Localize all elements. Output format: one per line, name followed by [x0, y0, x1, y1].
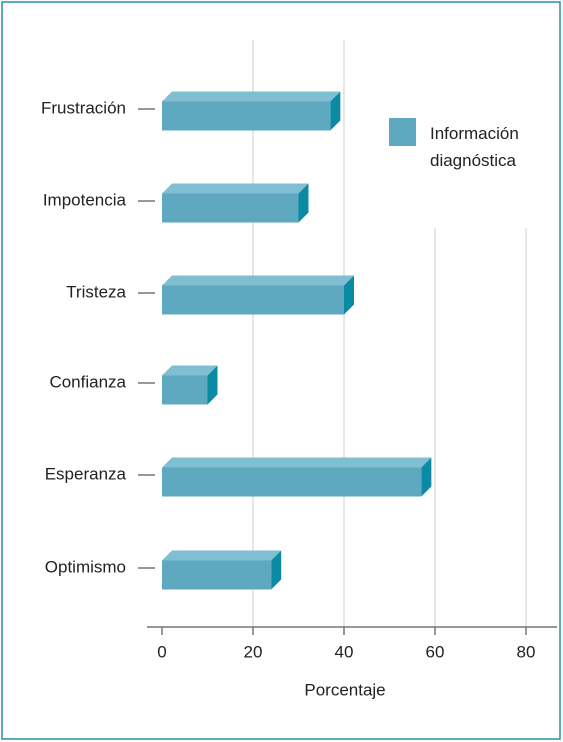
- bar-top: [162, 457, 432, 468]
- bar-top: [162, 550, 282, 561]
- y-tick-label: Impotencia: [43, 190, 127, 209]
- legend-label: Información diagnóstica: [430, 124, 519, 170]
- bar-side: [298, 183, 309, 223]
- y-tick-label: Optimismo: [45, 557, 126, 576]
- legend-swatch: [389, 118, 416, 146]
- bar-top: [162, 91, 341, 102]
- y-tick-label: Confianza: [49, 372, 126, 391]
- bar: [162, 375, 208, 405]
- x-tick-label: 60: [426, 642, 445, 661]
- bar: [162, 193, 299, 223]
- x-axis-label: Porcentaje: [304, 680, 385, 699]
- bar-side: [344, 275, 354, 315]
- y-tick-label: Esperanza: [45, 464, 127, 483]
- bar: [162, 560, 272, 590]
- x-tick-label: 0: [157, 642, 166, 661]
- bar-side: [207, 365, 218, 405]
- bar: [162, 467, 422, 497]
- bar-top: [162, 275, 354, 286]
- y-tick-label: Tristeza: [66, 282, 126, 301]
- bar-side: [271, 550, 282, 590]
- bar-side: [330, 91, 341, 131]
- bar-top: [162, 183, 309, 194]
- x-tick-label: 20: [244, 642, 263, 661]
- bar-top: [162, 365, 218, 376]
- bar: [162, 101, 331, 131]
- y-tick-label: Frustración: [41, 98, 126, 117]
- bar: [162, 285, 344, 315]
- x-tick-label: 80: [517, 642, 536, 661]
- x-tick-label: 40: [335, 642, 354, 661]
- bar-side: [421, 457, 432, 497]
